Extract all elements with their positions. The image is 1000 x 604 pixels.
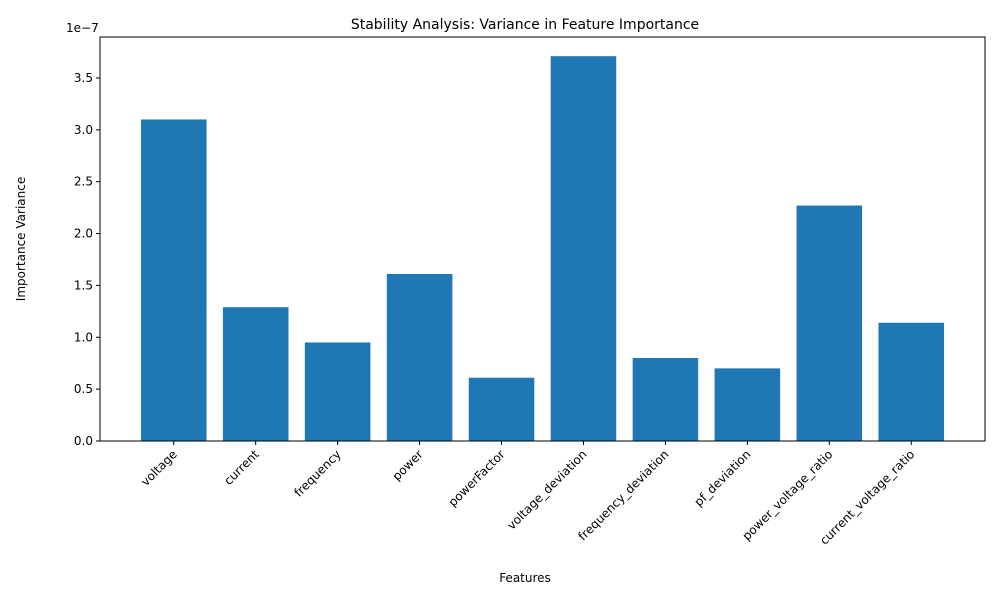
y-axis: 0.0 0.5 1.0 1.5 2.0 2.5 3.0 3.5 <box>74 71 100 448</box>
x-axis-label: Features <box>499 571 551 585</box>
bar-voltage-deviation <box>550 56 617 441</box>
x-tick-label: voltage <box>138 447 180 489</box>
bar-powerFactor <box>468 377 535 441</box>
bar-frequency-deviation <box>632 358 699 441</box>
bar-power-voltage-ratio <box>796 205 863 441</box>
y-tick-label: 2.5 <box>74 175 93 189</box>
x-tick-label: frequency <box>291 447 343 499</box>
bar-power <box>386 274 453 441</box>
x-axis: voltage current frequency power powerFactorv… <box>138 441 917 547</box>
y-axis-label: Importance Variance <box>14 177 28 301</box>
bar-current-voltage-ratio <box>878 322 945 441</box>
x-tick-label: pf_deviation <box>692 447 754 509</box>
x-tick-label: voltage_deviation <box>504 447 589 532</box>
bar-frequency <box>304 342 371 441</box>
bars-group <box>140 56 945 442</box>
y-tick-label: 0.0 <box>74 434 93 448</box>
x-tick-label: power_voltage_ratio <box>740 447 836 543</box>
y-tick-label: 2.0 <box>74 227 93 241</box>
x-tick-label: current <box>221 447 262 488</box>
x-tick-label: powerFactor <box>446 447 508 509</box>
y-scale-label: 1e−7 <box>66 21 99 35</box>
x-tick-label: frequency_deviation <box>575 447 671 543</box>
bar-current <box>222 307 289 441</box>
bar-pf-deviation <box>714 368 781 441</box>
bar-voltage <box>140 119 207 442</box>
y-tick-label: 0.5 <box>74 382 93 396</box>
x-tick-label: power <box>390 447 426 483</box>
x-tick-label: current_voltage_ratio <box>817 447 917 547</box>
plot-frame <box>99 36 986 442</box>
chart-title: Stability Analysis: Variance in Feature … <box>351 17 699 33</box>
y-tick-label: 3.5 <box>74 71 93 85</box>
y-tick-label: 1.0 <box>74 330 93 344</box>
y-tick-label: 3.0 <box>74 123 93 137</box>
y-tick-label: 1.5 <box>74 278 93 292</box>
